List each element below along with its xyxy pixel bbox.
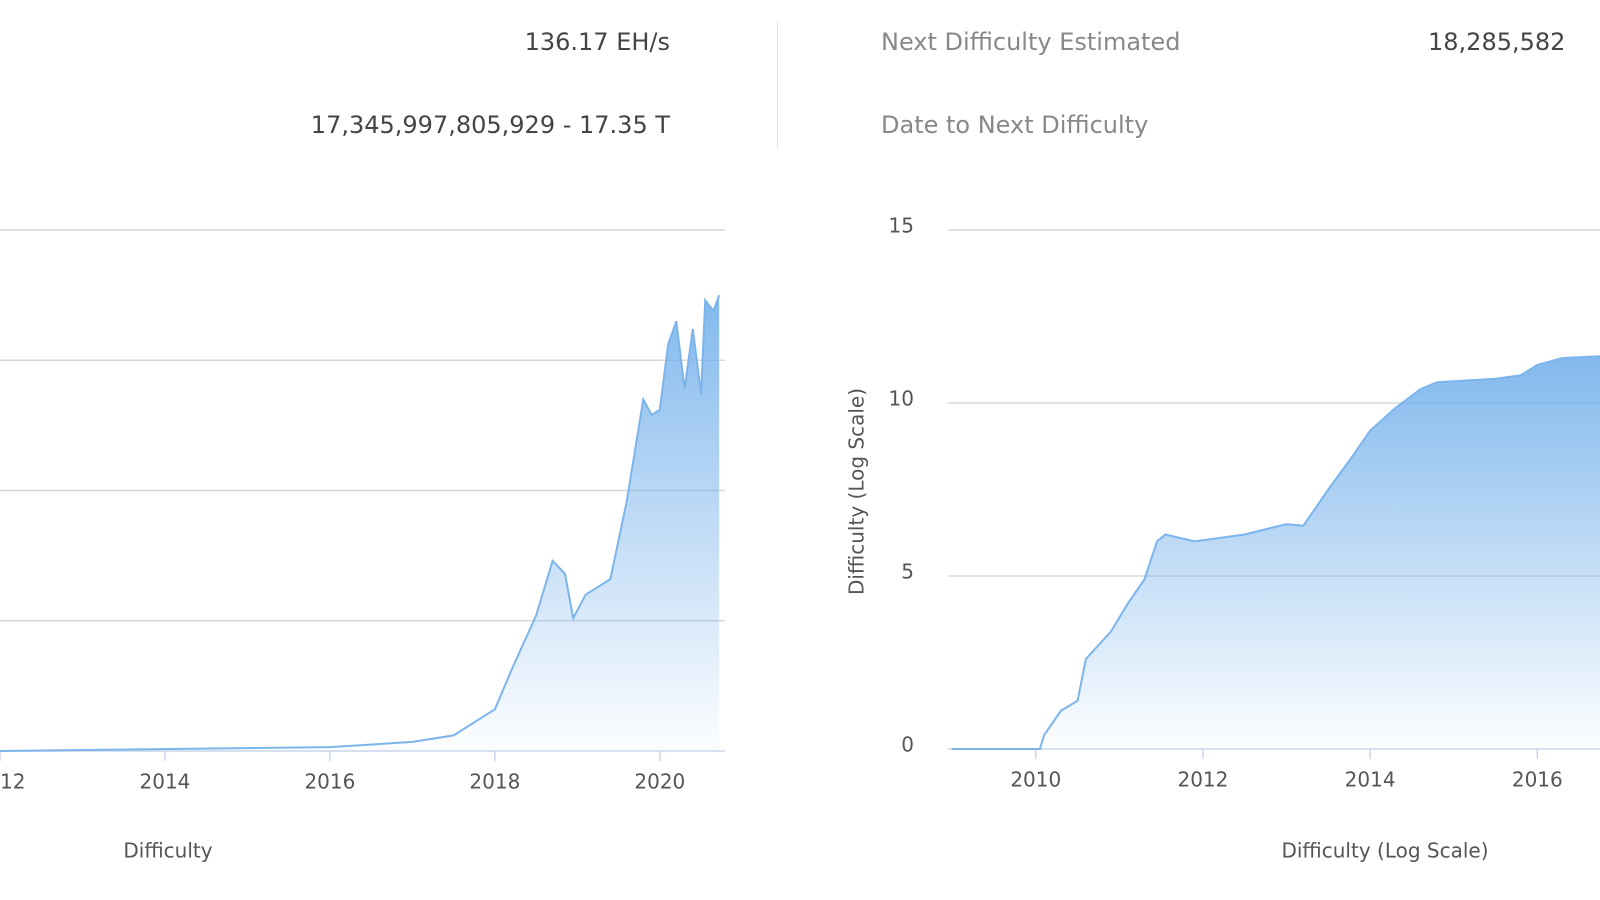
x-tick-label: 2016	[1512, 768, 1563, 792]
line	[0, 294, 721, 752]
x-tick-label: 2012	[1177, 768, 1228, 792]
y-tick-label: 15	[889, 214, 914, 238]
line	[952, 355, 1600, 750]
legend-label: Difficulty (Log Scale)	[1281, 839, 1488, 863]
difficulty-value: 17,345,997,805,929 - 17.35 T	[310, 111, 670, 139]
x-tick-label: 12	[0, 770, 25, 794]
x-tick-label: 2016	[304, 770, 355, 794]
chart	[948, 229, 1600, 759]
date-label: Date to Next Difficulty	[881, 111, 1149, 139]
y-tick-label: 10	[889, 387, 914, 411]
area-fill	[0, 295, 720, 751]
hashrate: 136.17 EH/s	[524, 28, 670, 56]
next-difficulty-label: Next Difficulty Estimated	[881, 28, 1181, 56]
x-tick-label: 2014	[140, 770, 191, 794]
divider	[777, 22, 778, 148]
area-fill	[952, 356, 1600, 749]
y-tick-label: 0	[901, 733, 914, 757]
chart	[0, 229, 725, 761]
x-tick-label: 2018	[469, 770, 520, 794]
x-tick-label: 2010	[1010, 768, 1061, 792]
y-tick-label: 5	[901, 560, 914, 584]
next-difficulty-value: 18,285,582	[1428, 28, 1566, 56]
legend-label: Difficulty	[123, 839, 212, 863]
x-tick-label: 2020	[634, 770, 685, 794]
x-tick-label: 2014	[1345, 768, 1396, 792]
y-axis-label: Difficulty (Log Scale)	[845, 388, 869, 595]
